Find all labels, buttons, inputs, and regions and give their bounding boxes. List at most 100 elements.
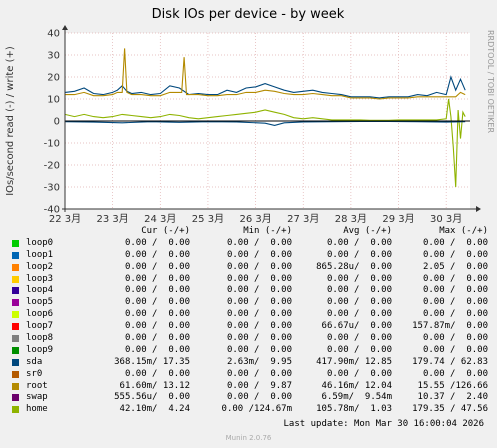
legend-cur: 42.10m/ 4.24: [119, 404, 190, 415]
legend-name: loop1: [26, 249, 54, 260]
legend-header: Cur (-/+) Min (-/+) Avg (-/+) Max (-/+): [12, 226, 492, 238]
y-tick-label: -20: [44, 161, 60, 172]
legend-max: 0.00 / 0.00: [422, 285, 488, 296]
header-min: Min (-/+): [243, 226, 292, 236]
legend-cur: 555.56u/ 0.00: [114, 392, 190, 403]
legend-avg: 0.00 / 0.00: [326, 309, 392, 320]
legend-swatch-loop6: [12, 311, 19, 319]
legend-name: loop3: [26, 273, 54, 284]
legend-name: loop4: [26, 285, 54, 296]
legend-min: 0.00 / 0.00: [226, 237, 292, 248]
legend-min: 0.00 / 0.00: [226, 392, 292, 403]
y-tick-label: -40: [44, 205, 60, 216]
legend-cur: 0.00 / 0.00: [124, 285, 190, 296]
legend-min: 0.00 / 0.00: [226, 285, 292, 296]
legend-row-loop6: loop6 0.00 / 0.00 0.00 / 0.00 0.00 / 0.00 0.…: [12, 309, 492, 321]
legend-row-loop2: loop2 0.00 / 0.00 0.00 / 0.00 865.28u/ 0.00…: [12, 262, 492, 274]
legend-min: 0.00 / 0.00: [226, 297, 292, 308]
y-axis-arrow: [62, 25, 68, 30]
legend-avg: 865.28u/ 0.00: [316, 261, 392, 272]
legend-min: 0.00 / 9.87: [226, 380, 292, 391]
legend-name: root: [26, 380, 48, 391]
legend-max: 15.55 /126.66: [417, 380, 488, 391]
legend-swatch-loop9: [12, 346, 19, 354]
legend: Cur (-/+) Min (-/+) Avg (-/+) Max (-/+) …: [12, 226, 492, 416]
legend-max: 0.00 / 0.00: [422, 249, 488, 260]
legend-avg: 46.16m/ 12.04: [321, 380, 392, 391]
x-tick-label: 23 3月: [97, 213, 129, 225]
legend-row-loop1: loop1 0.00 / 0.00 0.00 / 0.00 0.00 / 0.00 0.…: [12, 250, 492, 262]
legend-name: loop0: [26, 237, 54, 248]
legend-name: loop2: [26, 261, 54, 272]
y-tick-label: 30: [47, 51, 60, 62]
legend-cur: 0.00 / 0.00: [124, 344, 190, 355]
y-tick-label: 10: [47, 95, 60, 106]
legend-min: 0.00 / 0.00: [226, 321, 292, 332]
y-tick-label: 0: [54, 117, 60, 128]
x-tick-label: 22 3月: [49, 213, 81, 225]
y-tick-label: -10: [44, 139, 60, 150]
legend-swatch-swap: [12, 394, 19, 402]
y-ticks: -40 -30 -20 -10 0 10 20 30 40: [44, 29, 60, 216]
legend-cur: 0.00 / 0.00: [124, 321, 190, 332]
legend-avg: 0.00 / 0.00: [326, 237, 392, 248]
x-tick-label: 30 3月: [430, 213, 462, 225]
legend-swatch-loop8: [12, 335, 19, 343]
legend-row-root: root 61.60m/ 13.12 0.00 / 9.87 46.16m/ 12.0…: [12, 381, 492, 393]
legend-max: 0.00 / 0.00: [422, 297, 488, 308]
legend-cur: 0.00 / 0.00: [124, 309, 190, 320]
legend-name: loop8: [26, 333, 54, 344]
legend-max: 0.00 / 0.00: [422, 237, 488, 248]
legend-swatch-loop4: [12, 287, 19, 295]
legend-max: 2.05 / 0.00: [422, 261, 488, 272]
legend-min: 2.63m/ 9.95: [226, 356, 292, 367]
legend-max: 0.00 / 0.00: [422, 368, 488, 379]
x-tick-label: 25 3月: [192, 213, 224, 225]
legend-avg: 0.00 / 0.00: [326, 333, 392, 344]
legend-avg: 0.00 / 0.00: [326, 344, 392, 355]
y-axis-label: IOs/second read (-) / write (+): [5, 46, 16, 196]
x-tick-label: 28 3月: [335, 213, 367, 225]
header-max: Max (-/+): [439, 226, 488, 236]
legend-row-loop3: loop3 0.00 / 0.00 0.00 / 0.00 0.00 / 0.00 0.…: [12, 274, 492, 286]
header-avg: Avg (-/+): [343, 226, 392, 236]
legend-swatch-loop3: [12, 275, 19, 283]
legend-max: 0.00 / 0.00: [422, 333, 488, 344]
series-line-root: [65, 48, 466, 100]
legend-cur: 0.00 / 0.00: [124, 333, 190, 344]
x-ticks: 22 3月 23 3月 24 3月 25 3月 26 3月 27 3月 28 3月 29 3月…: [49, 213, 462, 225]
legend-avg: 417.90m/ 12.85: [316, 356, 392, 367]
series-line-home: [64, 98, 466, 188]
legend-cur: 0.00 / 0.00: [124, 368, 190, 379]
legend-min: 0.00 / 0.00: [226, 368, 292, 379]
legend-swatch-loop5: [12, 299, 19, 307]
legend-avg: 0.00 / 0.00: [326, 297, 392, 308]
legend-cur: 368.15m/ 17.35: [114, 356, 190, 367]
legend-row-home: home 42.10m/ 4.24 0.00 /124.67m 105.78m/ 1.…: [12, 404, 492, 416]
legend-row-loop5: loop5 0.00 / 0.00 0.00 / 0.00 0.00 / 0.00 0.…: [12, 297, 492, 309]
legend-cur: 0.00 / 0.00: [124, 273, 190, 284]
y-tick-label: 40: [47, 29, 60, 40]
legend-min: 0.00 / 0.00: [226, 249, 292, 260]
x-tick-label: 24 3月: [144, 213, 176, 225]
legend-row-loop8: loop8 0.00 / 0.00 0.00 / 0.00 0.00 / 0.00 0.…: [12, 333, 492, 345]
legend-avg: 0.00 / 0.00: [326, 368, 392, 379]
y-tick-label: -30: [44, 183, 60, 194]
series-line-sda: [64, 75, 466, 99]
legend-max: 10.37 / 2.40: [417, 392, 488, 403]
x-axis-arrow: [476, 206, 481, 212]
legend-max: 0.00 / 0.00: [422, 273, 488, 284]
legend-cur: 61.60m/ 13.12: [119, 380, 190, 391]
legend-max: 0.00 / 0.00: [422, 344, 488, 355]
last-update: Last update: Mon Mar 30 16:00:04 2026: [283, 419, 484, 429]
legend-min: 0.00 /124.67m: [221, 404, 292, 415]
legend-name: home: [26, 404, 48, 415]
legend-avg: 6.59m/ 9.54m: [321, 392, 392, 403]
legend-swatch-loop1: [12, 251, 19, 259]
y-tick-label: 20: [47, 73, 60, 84]
legend-swatch-loop7: [12, 323, 19, 331]
legend-min: 0.00 / 0.00: [226, 273, 292, 284]
legend-name: swap: [26, 392, 48, 403]
legend-name: loop7: [26, 321, 54, 332]
legend-min: 0.00 / 0.00: [226, 344, 292, 355]
